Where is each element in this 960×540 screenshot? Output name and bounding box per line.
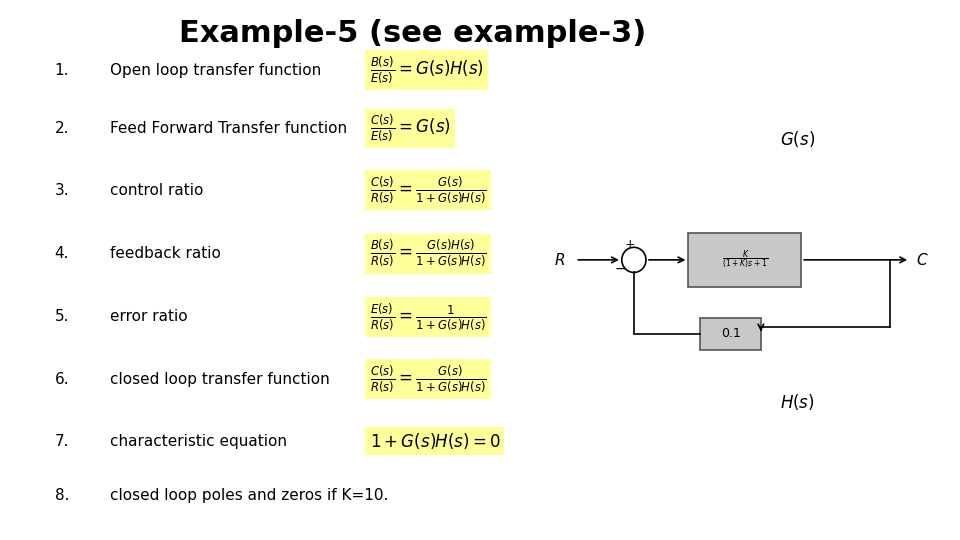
Text: $1 + G(s)H(s) = 0$: $1 + G(s)H(s) = 0$: [370, 431, 500, 451]
Text: $\frac{C(s)}{R(s)} = \frac{G(s)}{1+G(s)H(s)}$: $\frac{C(s)}{R(s)} = \frac{G(s)}{1+G(s)H…: [370, 174, 487, 206]
Text: +: +: [625, 238, 636, 251]
Text: 8.: 8.: [55, 488, 69, 503]
Text: closed loop transfer function: closed loop transfer function: [110, 372, 330, 387]
Text: Open loop transfer function: Open loop transfer function: [110, 63, 322, 78]
Text: $\frac{C(s)}{E(s)} = G(s)$: $\frac{C(s)}{E(s)} = G(s)$: [370, 113, 450, 144]
Text: 0.1: 0.1: [721, 327, 740, 340]
Text: feedback ratio: feedback ratio: [110, 246, 221, 261]
Text: 3.: 3.: [55, 183, 69, 198]
Text: $\frac{K}{(1+K)s+1}$: $\frac{K}{(1+K)s+1}$: [722, 249, 768, 271]
Text: $C$: $C$: [916, 252, 928, 268]
FancyBboxPatch shape: [701, 319, 761, 350]
Text: $G(s)$: $G(s)$: [780, 129, 815, 148]
Text: 6.: 6.: [55, 372, 69, 387]
Text: closed loop poles and zeros if K=10.: closed loop poles and zeros if K=10.: [110, 488, 389, 503]
Text: $R$: $R$: [554, 252, 564, 268]
Text: Feed Forward Transfer function: Feed Forward Transfer function: [110, 121, 348, 136]
Text: $\frac{E(s)}{R(s)} = \frac{1}{1+G(s)H(s)}$: $\frac{E(s)}{R(s)} = \frac{1}{1+G(s)H(s)…: [370, 301, 487, 333]
Text: error ratio: error ratio: [110, 309, 188, 325]
Text: $\frac{B(s)}{R(s)} = \frac{G(s)H(s)}{1+G(s)H(s)}$: $\frac{B(s)}{R(s)} = \frac{G(s)H(s)}{1+G…: [370, 238, 487, 269]
FancyBboxPatch shape: [688, 233, 802, 287]
Text: 5.: 5.: [55, 309, 69, 325]
Text: 2.: 2.: [55, 121, 69, 136]
Text: 4.: 4.: [55, 246, 69, 261]
Text: $\frac{C(s)}{R(s)} = \frac{G(s)}{1+G(s)H(s)}$: $\frac{C(s)}{R(s)} = \frac{G(s)}{1+G(s)H…: [370, 363, 487, 395]
Text: control ratio: control ratio: [110, 183, 204, 198]
Text: −: −: [614, 262, 626, 276]
Text: $\frac{B(s)}{E(s)} = G(s)H(s)$: $\frac{B(s)}{E(s)} = G(s)H(s)$: [370, 55, 484, 86]
Text: characteristic equation: characteristic equation: [110, 434, 287, 449]
Text: $H(s)$: $H(s)$: [780, 392, 814, 412]
Text: Example-5 (see example-3): Example-5 (see example-3): [180, 19, 646, 48]
Text: 7.: 7.: [55, 434, 69, 449]
Text: 1.: 1.: [55, 63, 69, 78]
